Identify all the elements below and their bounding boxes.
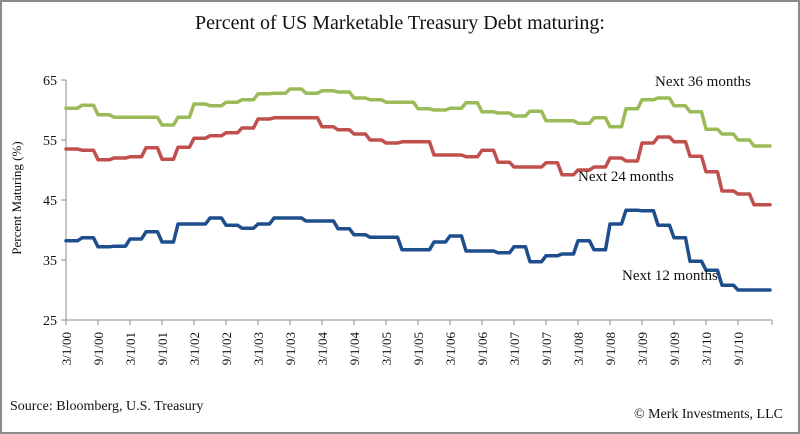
x-tick-label: 9/1/04 (347, 332, 362, 366)
x-tick-label: 9/1/08 (603, 332, 618, 365)
x-tick-label: 9/1/03 (283, 332, 298, 365)
axes: 25 35 45 55 65 3/1/00 9/1/00 3/1/01 9/1/01 3/1/02… (43, 74, 773, 366)
series-label-next-12-months: Next 12 months (622, 268, 718, 284)
x-tick-label: 9/1/06 (475, 332, 490, 366)
x-tick-label: 3/1/06 (443, 332, 458, 366)
x-tick-label: 3/1/09 (635, 332, 650, 365)
y-tick-label: 25 (43, 314, 57, 329)
x-tick-label: 9/1/00 (91, 332, 106, 365)
y-tick-label: 55 (43, 134, 57, 149)
copyright-note: © Merk Investments, LLC (633, 407, 783, 422)
series-line-next-12-months (64, 208, 772, 292)
series-lines (64, 87, 772, 292)
x-tick-label: 9/1/10 (731, 332, 746, 365)
x-tick-label: 9/1/05 (411, 332, 426, 365)
chart-title: Percent of US Marketable Treasury Debt m… (195, 12, 605, 34)
x-tick-label: 9/1/07 (539, 332, 554, 366)
series-line-next-24-months (64, 116, 772, 207)
x-tick-label: 3/1/04 (315, 332, 330, 366)
y-tick-label: 45 (43, 194, 57, 209)
series-label-next-24-months: Next 24 months (578, 169, 674, 185)
x-tick-label: 9/1/02 (219, 332, 234, 365)
x-tick-label: 3/1/01 (123, 332, 138, 365)
y-tick-label: 65 (43, 74, 57, 89)
x-tick-label: 3/1/03 (251, 332, 266, 365)
series-labels: Next 36 months Next 24 months Next 12 mont… (578, 74, 751, 284)
y-tick-label: 35 (43, 254, 57, 269)
series-line-next-36-months (64, 87, 772, 148)
source-note: Source: Bloomberg, U.S. Treasury (10, 399, 204, 414)
x-tick-label: 9/1/01 (155, 332, 170, 365)
x-tick-label: 3/1/10 (699, 332, 714, 365)
x-tick-label: 3/1/05 (379, 332, 394, 365)
x-tick-label: 3/1/07 (507, 332, 522, 366)
x-tick-label: 9/1/09 (667, 332, 682, 365)
x-tick-label: 3/1/08 (571, 332, 586, 365)
x-tick-label: 3/1/02 (187, 332, 202, 365)
series-label-next-36-months: Next 36 months (655, 74, 751, 90)
x-tick-label: 3/1/00 (59, 332, 74, 365)
